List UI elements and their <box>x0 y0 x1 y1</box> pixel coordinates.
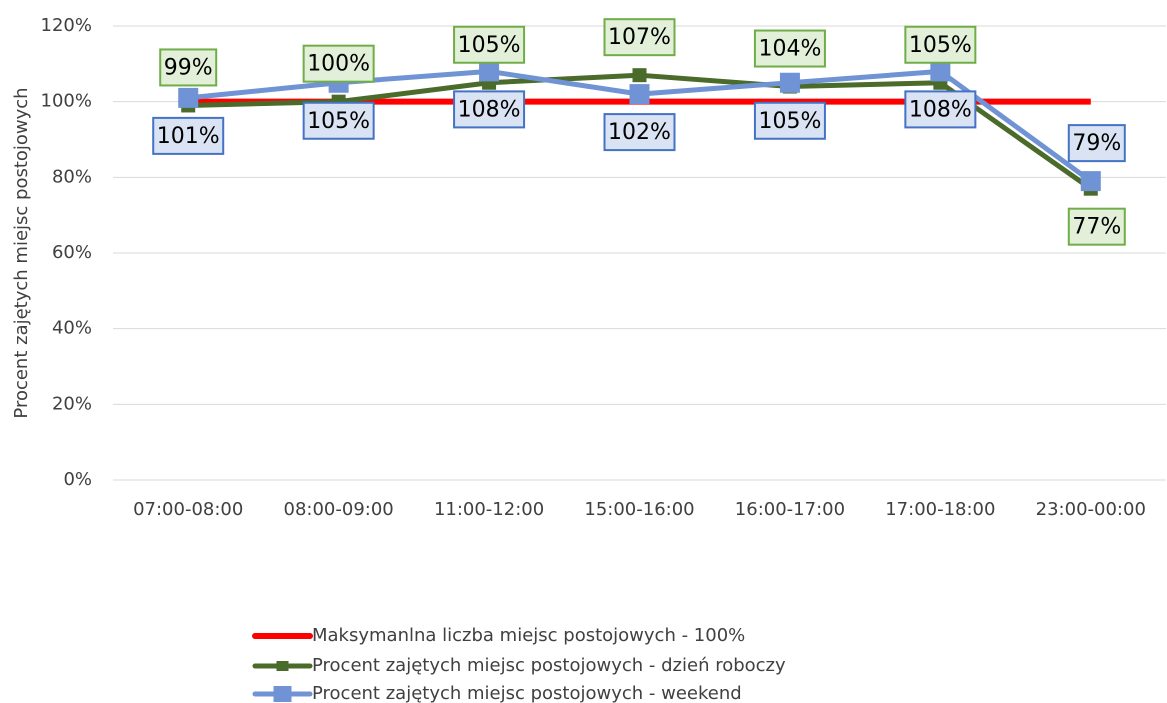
data-label: 79% <box>1072 131 1121 156</box>
data-label: 100% <box>307 52 370 77</box>
marker <box>779 72 800 93</box>
y-tick-label: 0% <box>63 469 92 490</box>
x-tick-label: 16:00-17:00 <box>735 499 845 520</box>
x-tick-label: 23:00-00:00 <box>1036 499 1146 520</box>
data-label: 108% <box>909 97 972 122</box>
data-label: 105% <box>458 33 521 58</box>
data-label-box <box>302 44 375 83</box>
y-tick-label: 100% <box>41 91 92 112</box>
data-label-box <box>302 101 375 140</box>
data-label: 102% <box>608 120 671 145</box>
y-tick-label: 120% <box>41 15 92 36</box>
data-label-box <box>603 18 676 57</box>
data-label-box <box>904 90 977 129</box>
x-tick-label: 17:00-18:00 <box>885 499 995 520</box>
data-label: 105% <box>909 33 972 58</box>
data-label-box <box>1067 124 1126 163</box>
x-tick-label: 08:00-09:00 <box>284 499 394 520</box>
legend-label: Procent zajętych miejsc postojowych - dz… <box>312 655 786 676</box>
legend-marker <box>273 686 292 702</box>
marker <box>479 61 500 82</box>
data-label-box <box>152 116 225 155</box>
marker <box>632 68 647 83</box>
y-tick-label: 80% <box>52 166 92 187</box>
y-axis-label: Procent zajętych miejsc postojowych <box>11 87 32 418</box>
marker <box>1080 171 1101 192</box>
x-tick-label: 11:00-12:00 <box>434 499 544 520</box>
legend-marker <box>276 661 289 671</box>
data-label: 77% <box>1072 215 1121 240</box>
y-tick-label: 40% <box>52 318 92 339</box>
data-label-box <box>904 25 977 64</box>
data-label: 108% <box>458 97 521 122</box>
data-label-box <box>753 29 826 68</box>
legend-label: Maksymanlna liczba miejsc postojowych - … <box>312 625 745 646</box>
data-label: 107% <box>608 25 671 50</box>
marker <box>178 87 199 108</box>
data-label-box <box>603 113 676 152</box>
x-tick-label: 07:00-08:00 <box>133 499 243 520</box>
data-label: 104% <box>758 37 821 62</box>
data-label-box <box>453 90 526 129</box>
data-label: 105% <box>307 109 370 134</box>
data-label: 101% <box>157 124 220 149</box>
data-label: 105% <box>758 109 821 134</box>
marker <box>930 61 951 82</box>
marker <box>629 84 650 105</box>
data-label: 99% <box>164 55 213 80</box>
data-label-box <box>753 101 826 140</box>
y-tick-label: 60% <box>52 242 92 263</box>
legend-label: Procent zajętych miejsc postojowych - we… <box>312 683 742 703</box>
data-label-box <box>159 48 218 87</box>
data-label-box <box>1067 207 1126 246</box>
x-tick-label: 15:00-16:00 <box>584 499 694 520</box>
data-label-box <box>453 25 526 64</box>
y-tick-label: 20% <box>52 393 92 414</box>
